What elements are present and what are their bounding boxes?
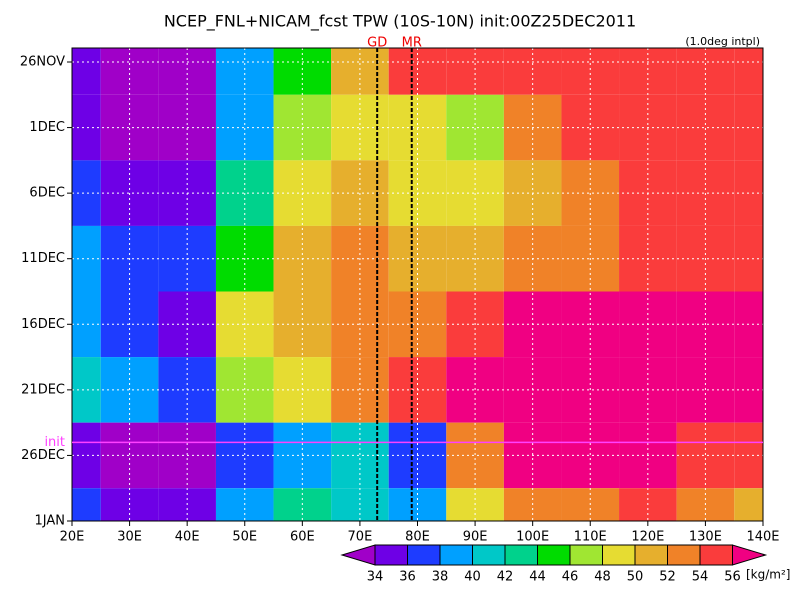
colorbar-swatch xyxy=(569,544,603,566)
y-tick-label: 11DEC xyxy=(21,251,65,266)
x-tick-label: 30E xyxy=(117,530,142,545)
plot-frame xyxy=(71,47,764,522)
y-tick-label: 1JAN xyxy=(35,514,66,529)
colorbar-label: 38 xyxy=(432,570,449,585)
colorbar-label: 42 xyxy=(497,570,514,585)
heat-cell xyxy=(72,160,101,226)
colorbar-label: 34 xyxy=(367,570,384,585)
x-tick-label: 100E xyxy=(516,530,549,545)
heat-cell xyxy=(561,48,620,95)
y-tick-label: 21DEC xyxy=(21,382,65,397)
colorbar-swatch xyxy=(537,544,571,566)
colorbar-swatch xyxy=(634,544,668,566)
colorbar-swatch xyxy=(699,544,733,566)
x-tick-label: 20E xyxy=(60,530,85,545)
colorbar-swatch xyxy=(732,544,768,566)
heat-cell xyxy=(388,48,447,95)
heat-cell xyxy=(72,357,101,423)
heat-cell xyxy=(72,48,101,95)
colorbar-label: 50 xyxy=(627,570,644,585)
y-tick-label: 26NOV xyxy=(20,55,65,70)
x-tick-label: 140E xyxy=(746,530,779,545)
colorbar-label: 46 xyxy=(562,570,579,585)
x-tick-label: 70E xyxy=(348,530,373,545)
colorbar-swatch xyxy=(504,544,538,566)
heat-cell xyxy=(331,48,389,95)
heat-cell xyxy=(734,488,763,521)
colorbar-label: 54 xyxy=(692,570,709,585)
heat-cell xyxy=(72,94,101,161)
colorbar-swatch xyxy=(340,544,376,566)
x-tick-label: 50E xyxy=(232,530,257,545)
colorbar-swatch xyxy=(472,544,506,566)
colorbar-label: 48 xyxy=(594,570,611,585)
x-tick-label: 110E xyxy=(574,530,607,545)
y-tick-label: 1DEC xyxy=(29,120,65,135)
colorbar-swatch xyxy=(407,544,441,566)
marker-label: GD xyxy=(367,36,387,51)
colorbar-label: 40 xyxy=(464,570,481,585)
heat-cell xyxy=(72,225,101,292)
colorbar-swatch xyxy=(439,544,473,566)
x-tick-label: 40E xyxy=(175,530,200,545)
x-tick-label: 120E xyxy=(631,530,664,545)
colorbar-swatch xyxy=(374,544,408,566)
heat-cell xyxy=(734,48,763,95)
colorbar-label: 56 xyxy=(724,570,741,585)
heat-cell xyxy=(446,48,504,95)
colorbar-label: 52 xyxy=(659,570,676,585)
colorbar-label: 36 xyxy=(399,570,416,585)
heat-cell xyxy=(72,422,101,489)
init-label: init xyxy=(44,435,65,450)
colorbar-swatch xyxy=(602,544,636,566)
y-tick-label: 6DEC xyxy=(29,186,65,201)
heat-cell xyxy=(503,48,562,95)
y-tick-label: 26DEC xyxy=(21,448,65,463)
y-tick-label: 16DEC xyxy=(21,317,65,332)
colorbar-label: 44 xyxy=(529,570,546,585)
chart-title: NCEP_FNL+NICAM_fcst TPW (10S-10N) init:0… xyxy=(164,12,636,32)
x-tick-label: 130E xyxy=(689,530,722,545)
heat-cell xyxy=(158,48,216,95)
x-tick-label: 90E xyxy=(463,530,488,545)
x-tick-label: 80E xyxy=(405,530,430,545)
colorbar-swatch xyxy=(667,544,701,566)
heat-cell xyxy=(72,291,101,358)
heat-cell xyxy=(619,48,677,95)
heat-cell xyxy=(215,48,274,95)
heat-cell xyxy=(273,48,332,95)
heat-cell xyxy=(72,488,101,521)
heat-cell xyxy=(676,48,735,95)
chart-subtitle: (1.0deg intpl) xyxy=(685,35,760,48)
heat-cell xyxy=(100,48,159,95)
colorbar-unit: [kg/m²] xyxy=(746,568,790,582)
x-tick-label: 60E xyxy=(290,530,315,545)
marker-label: MR xyxy=(402,36,422,51)
